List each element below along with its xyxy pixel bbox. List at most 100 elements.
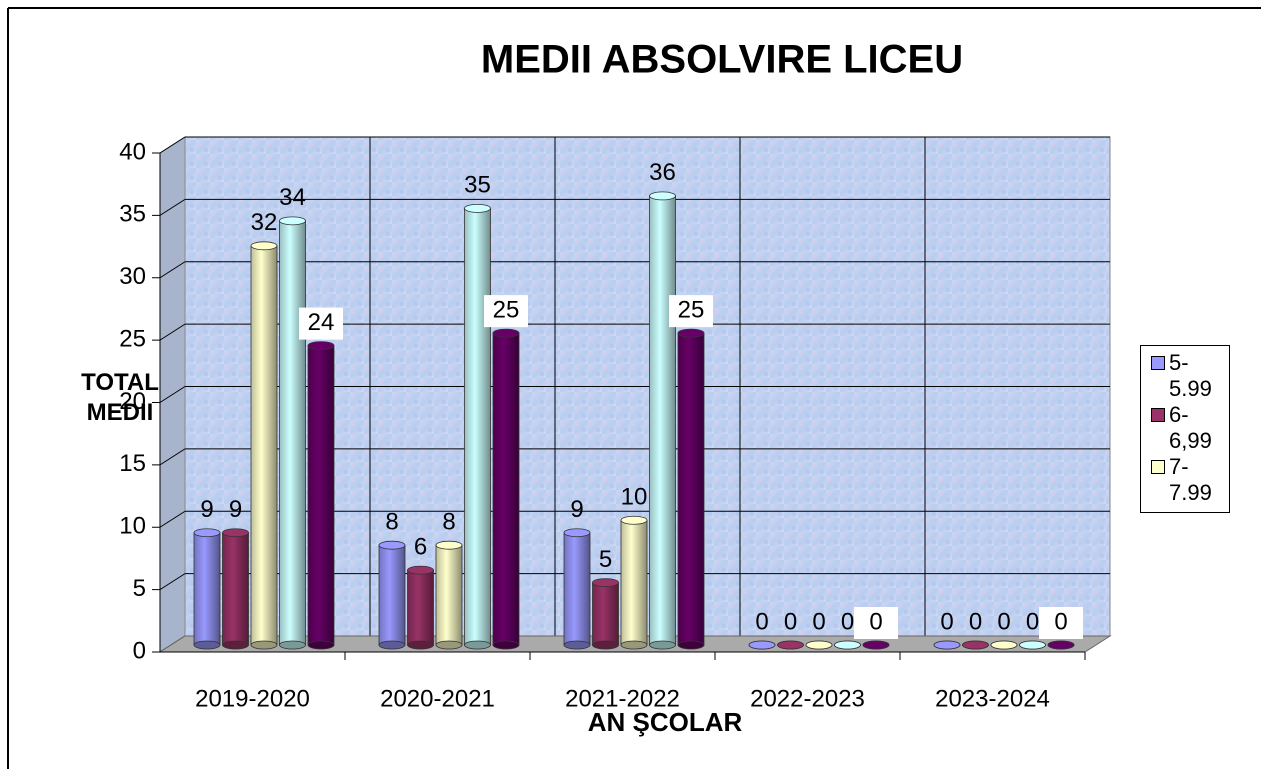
bar-top xyxy=(748,640,776,650)
data-label: 0 xyxy=(812,608,825,635)
x-axis-label: AN ŞCOLAR xyxy=(587,707,743,737)
bar xyxy=(407,565,434,650)
bar-top xyxy=(193,528,221,538)
bar-body xyxy=(222,532,249,646)
bar-base xyxy=(649,640,676,650)
label-box xyxy=(484,295,528,328)
grid-line xyxy=(159,448,186,466)
data-label: 5 xyxy=(599,546,612,573)
bar xyxy=(193,528,221,650)
data-label: 0 xyxy=(869,608,882,635)
bar-top xyxy=(649,191,676,201)
data-label: 0 xyxy=(1054,608,1067,635)
bar-base xyxy=(492,640,520,650)
bar xyxy=(748,640,776,650)
y-tick-label: 40 xyxy=(119,138,146,165)
y-tick-label: 5 xyxy=(133,575,146,602)
bar-top xyxy=(1047,640,1075,650)
bar xyxy=(1047,640,1075,650)
bar-top xyxy=(805,640,833,650)
x-tick-label: 2023-2024 xyxy=(935,685,1050,712)
y-tick-label: 10 xyxy=(119,513,146,540)
x-tick-label: 2021-2022 xyxy=(565,685,680,712)
data-label: 9 xyxy=(200,496,213,523)
bar xyxy=(990,640,1018,650)
data-label: 8 xyxy=(385,509,398,536)
grid-line xyxy=(159,136,186,154)
bar-top xyxy=(492,328,520,338)
y-tick-label: 35 xyxy=(119,201,146,228)
bar-base xyxy=(193,640,221,650)
label-box xyxy=(1039,607,1083,639)
bar-top xyxy=(990,640,1018,650)
bar xyxy=(492,328,520,650)
bar-body xyxy=(492,332,520,646)
legend: 5-5.99 6-6,99 7-7.99 xyxy=(1140,345,1230,513)
bar-top xyxy=(620,515,648,525)
bar xyxy=(307,341,335,650)
bar-top xyxy=(592,578,619,588)
bar xyxy=(677,328,705,650)
data-label: 9 xyxy=(229,496,242,523)
data-label: 10 xyxy=(621,484,648,511)
bar xyxy=(378,540,406,650)
grid-line xyxy=(159,510,186,528)
bar-top xyxy=(407,565,434,575)
bar-base xyxy=(250,640,278,650)
bar-top xyxy=(222,528,249,538)
bar-body xyxy=(279,220,306,646)
bar-base xyxy=(592,640,619,650)
bar-body xyxy=(250,245,278,646)
data-label: 8 xyxy=(442,509,455,536)
legend-label: 6-6,99 xyxy=(1169,402,1212,453)
grid-line xyxy=(159,386,186,403)
bar xyxy=(592,578,619,650)
label-box xyxy=(854,607,898,639)
bar-body xyxy=(378,544,406,646)
chart-title: MEDII ABSOLVIRE LICEU xyxy=(481,38,963,82)
data-label: 0 xyxy=(755,608,768,635)
data-label: 25 xyxy=(493,296,520,323)
bar-top xyxy=(1019,640,1046,650)
bar-top xyxy=(777,640,804,650)
bar xyxy=(1019,640,1046,650)
bar xyxy=(435,540,463,650)
y-tick-label: 20 xyxy=(119,388,146,415)
bar-top xyxy=(862,640,890,650)
bar-top xyxy=(279,216,306,226)
y-tick-label: 30 xyxy=(119,263,146,290)
legend-swatch xyxy=(1151,460,1165,474)
data-label: 36 xyxy=(649,159,676,186)
bar-body xyxy=(435,544,463,646)
bar xyxy=(563,528,591,650)
bar-body xyxy=(464,207,491,646)
bar xyxy=(279,216,306,650)
bar-body xyxy=(193,532,221,646)
bar xyxy=(777,640,804,650)
bar-base xyxy=(464,640,491,650)
bar-base xyxy=(563,640,591,650)
legend-item: 7-7.99 xyxy=(1141,454,1229,506)
bar-base xyxy=(435,640,463,650)
data-label: 24 xyxy=(308,309,335,336)
bar-top xyxy=(677,328,705,338)
bar-base xyxy=(307,640,335,650)
bar-top xyxy=(834,640,861,650)
bar xyxy=(805,640,833,650)
bar-top xyxy=(933,640,961,650)
bar-top xyxy=(250,241,278,251)
y-tick-label: 25 xyxy=(119,325,146,352)
bar-base xyxy=(222,640,249,650)
bar-body xyxy=(620,519,648,646)
bar-base xyxy=(378,640,406,650)
bar-top xyxy=(435,540,463,550)
bar xyxy=(862,640,890,650)
bar xyxy=(933,640,961,650)
bar-body xyxy=(649,195,676,646)
bar-base xyxy=(407,640,434,650)
y-tick-label: 0 xyxy=(133,637,146,664)
x-tick-label: 2019-2020 xyxy=(195,685,310,712)
data-label: 0 xyxy=(841,608,854,635)
label-box xyxy=(299,307,343,340)
